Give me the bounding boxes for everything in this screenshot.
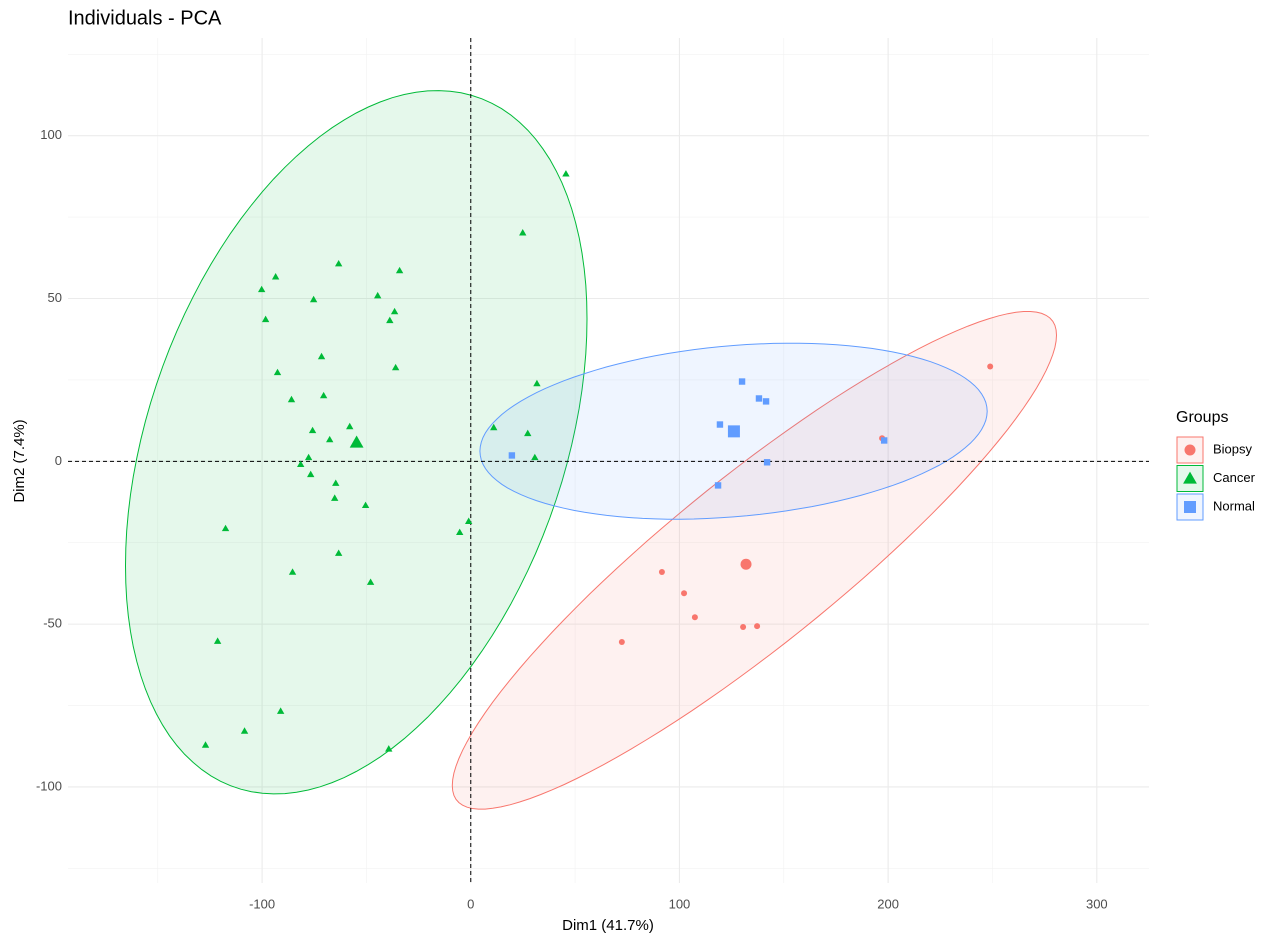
y-tick-label: -50 — [43, 616, 62, 631]
point — [221, 524, 230, 532]
point — [618, 639, 625, 646]
point — [658, 569, 665, 576]
point — [326, 435, 334, 443]
point — [385, 745, 393, 752]
legend-symbol — [1184, 444, 1196, 456]
x-tick-label: 100 — [669, 896, 691, 911]
x-axis-title: Dim1 (41.7%) — [562, 917, 654, 934]
point — [201, 741, 210, 748]
point — [257, 285, 266, 293]
point — [319, 391, 328, 399]
x-tick-label: 200 — [877, 896, 899, 911]
confidence-ellipse — [451, 311, 1058, 810]
point — [386, 316, 394, 324]
y-tick-label: 100 — [40, 127, 62, 142]
point — [754, 623, 761, 630]
legend-symbol — [1184, 501, 1196, 513]
y-axis-title: Dim2 (7.4%) — [11, 419, 28, 502]
point — [508, 452, 516, 459]
point — [562, 170, 570, 177]
point — [307, 470, 315, 478]
legend-label: Cancer — [1213, 470, 1256, 485]
centroid — [740, 558, 752, 570]
point — [374, 291, 382, 299]
point — [271, 273, 280, 280]
point — [531, 453, 539, 461]
point — [519, 229, 527, 236]
ellipses — [124, 90, 1058, 810]
point — [987, 363, 994, 370]
legend-title: Groups — [1176, 409, 1228, 426]
point — [533, 379, 541, 387]
point — [740, 624, 747, 631]
y-tick-label: 50 — [48, 290, 62, 305]
x-tick-label: 0 — [467, 896, 474, 911]
point — [361, 501, 370, 509]
centroid — [727, 425, 740, 438]
point — [261, 315, 270, 323]
point — [287, 395, 296, 403]
point — [297, 460, 305, 468]
x-tick-label: 300 — [1086, 896, 1108, 911]
point — [334, 549, 343, 556]
point — [880, 437, 888, 444]
point — [456, 528, 464, 536]
point — [334, 259, 343, 267]
centroid — [349, 435, 364, 448]
point — [490, 423, 498, 431]
point — [276, 707, 285, 714]
chart-title: Individuals - PCA — [68, 7, 222, 29]
point — [317, 352, 326, 360]
point — [309, 295, 318, 303]
point — [681, 590, 688, 597]
point — [395, 266, 404, 274]
legend-symbol — [1183, 471, 1197, 484]
point — [332, 479, 340, 486]
point — [366, 578, 375, 585]
point — [763, 459, 771, 466]
point — [213, 637, 222, 644]
point — [346, 422, 354, 430]
point — [240, 727, 249, 734]
point — [524, 429, 532, 437]
point — [738, 378, 746, 385]
point — [390, 307, 399, 315]
point — [273, 368, 282, 376]
point — [714, 482, 722, 489]
points — [201, 170, 994, 752]
point — [691, 614, 698, 621]
point — [304, 453, 313, 461]
point — [762, 398, 770, 405]
legend-label: Normal — [1213, 498, 1255, 513]
point — [391, 363, 400, 371]
y-tick-label: 0 — [55, 453, 62, 468]
point — [331, 494, 339, 501]
x-tick-label: -100 — [249, 896, 275, 911]
point — [308, 426, 317, 434]
point — [288, 568, 297, 575]
point — [755, 395, 763, 402]
point — [464, 517, 473, 524]
y-tick-label: -100 — [36, 778, 62, 793]
legend-label: Biopsy — [1213, 441, 1253, 456]
point — [716, 421, 724, 428]
